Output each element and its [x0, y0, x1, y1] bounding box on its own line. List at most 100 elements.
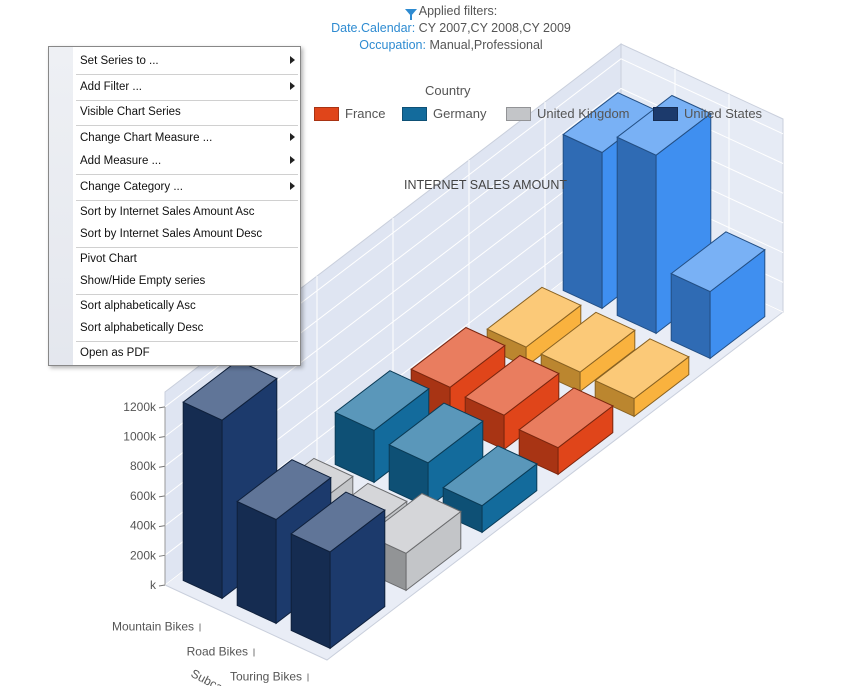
bar-face-top [486, 286, 582, 348]
menu-item-change-chart-measure[interactable]: Change Chart Measure ... [80, 128, 295, 148]
legend-swatch-france [314, 107, 339, 121]
menu-separator [76, 247, 298, 248]
legend-item-france[interactable]: France [314, 106, 385, 121]
menu-item-pivot-chart[interactable]: Pivot Chart [80, 249, 295, 269]
category-label: Mountain Bikes [112, 620, 194, 634]
filter-key-occupation[interactable]: Occupation: [359, 38, 426, 52]
legend-swatch-germany [402, 107, 427, 121]
legend-swatch-united-states [653, 107, 678, 121]
legend-label-united-kingdom: United Kingdom [537, 106, 630, 121]
menu-label: Sort by Internet Sales Amount Desc [80, 228, 263, 240]
menu-separator [76, 341, 298, 342]
bar[interactable] [388, 402, 484, 509]
chart-title: INTERNET SALES AMOUNT [404, 178, 567, 192]
bar-face-left [562, 133, 603, 310]
menu-separator [76, 174, 298, 175]
menu-label: Set Series to ... [80, 55, 159, 67]
legend-item-germany[interactable]: Germany [402, 106, 486, 121]
legend-title: Country [425, 83, 471, 98]
submenu-arrow-icon [290, 56, 295, 64]
filter-row-date: Date.Calendar: CY 2007,CY 2008,CY 2009 [0, 20, 862, 37]
menu-item-add-measure[interactable]: Add Measure ... [80, 151, 295, 171]
y-tick [158, 525, 166, 528]
bar-face-left [236, 500, 277, 625]
menu-item-open-as-pdf[interactable]: Open as PDF [80, 343, 295, 363]
menu-separator [76, 200, 298, 201]
category-label: Touring Bikes [230, 670, 302, 684]
bar[interactable] [290, 491, 386, 650]
menu-label: Change Chart Measure ... [80, 132, 213, 144]
submenu-arrow-icon [290, 82, 295, 90]
bar-face-top [182, 359, 278, 421]
y-tick [158, 495, 166, 498]
filter-icon [404, 9, 417, 20]
y-tick [158, 406, 166, 409]
submenu-arrow-icon [290, 133, 295, 141]
y-tick-label: 200k [130, 548, 157, 562]
y-tick [158, 554, 166, 557]
menu-item-visible-chart-series[interactable]: Visible Chart Series [80, 102, 295, 122]
category-label: Road Bikes [187, 645, 248, 659]
menu-item-set-series[interactable]: Set Series to ... [80, 51, 295, 71]
bar-face-left [290, 533, 331, 650]
legend-label-united-states: United States [684, 106, 763, 121]
y-tick [158, 584, 166, 587]
filter-value-date: CY 2007,CY 2008,CY 2009 [415, 21, 571, 35]
bar[interactable] [594, 338, 690, 418]
menu-label: Open as PDF [80, 347, 150, 359]
bar[interactable] [442, 445, 538, 534]
legend-label-germany: Germany [433, 106, 487, 121]
submenu-arrow-icon [290, 182, 295, 190]
bar-face-top [442, 445, 538, 507]
bar[interactable] [486, 286, 582, 368]
menu-item-change-category[interactable]: Change Category ... [80, 177, 295, 197]
menu-item-sort-amount-asc[interactable]: Sort by Internet Sales Amount Asc [80, 202, 295, 222]
y-tick-label: 1000k [123, 430, 157, 444]
menu-gutter [49, 47, 73, 365]
chart-bars [182, 92, 766, 650]
y-tick-label: 800k [130, 459, 157, 473]
menu-item-add-filter[interactable]: Add Filter ... [80, 77, 295, 97]
bar-face-left [616, 136, 657, 335]
menu-item-sort-alpha-asc[interactable]: Sort alphabetically Asc [80, 296, 295, 316]
bar-face-left [182, 401, 223, 600]
legend-item-united-states[interactable]: United States [653, 106, 762, 121]
bar-face-top [670, 231, 766, 293]
menu-separator [76, 74, 298, 75]
x-axis-label: Subca [189, 666, 226, 686]
filter-row-occupation: Occupation: Manual,Professional [0, 37, 862, 54]
context-menu: Set Series to ... Add Filter ... Visible… [48, 46, 301, 366]
bar-face-top [540, 311, 636, 373]
menu-separator [76, 125, 298, 126]
bar-face-top [334, 370, 430, 431]
filter-value-occupation: Manual,Professional [425, 38, 543, 52]
applied-filters: Applied filters: Date.Calendar: CY 2007,… [0, 3, 862, 54]
bar[interactable] [518, 387, 614, 476]
y-tick-label: 600k [130, 489, 157, 503]
menu-item-show-hide-empty-series[interactable]: Show/Hide Empty series [80, 271, 295, 291]
bar[interactable] [464, 354, 560, 451]
y-tick-label: 1200k [123, 400, 157, 414]
menu-separator [76, 294, 298, 295]
menu-label: Change Category ... [80, 181, 183, 193]
menu-item-sort-amount-desc[interactable]: Sort by Internet Sales Amount Desc [80, 224, 295, 244]
bar-face-top [290, 491, 386, 553]
y-tick [158, 465, 166, 468]
bar[interactable] [540, 311, 636, 393]
legend-item-united-kingdom[interactable]: United Kingdom [506, 106, 630, 121]
y-tick [158, 436, 166, 439]
legend-label-france: France [345, 106, 386, 121]
bar-face-top [410, 326, 506, 388]
bar-face-top [236, 459, 332, 521]
bar[interactable] [670, 231, 766, 360]
menu-label: Add Filter ... [80, 81, 142, 93]
filter-key-date[interactable]: Date.Calendar: [331, 21, 416, 35]
submenu-arrow-icon [290, 156, 295, 164]
menu-label: Pivot Chart [80, 253, 137, 265]
bar-face-top [594, 338, 690, 400]
menu-label: Show/Hide Empty series [80, 275, 206, 287]
menu-separator [76, 100, 298, 101]
bar-face-top [388, 402, 484, 464]
menu-label: Add Measure ... [80, 155, 162, 167]
menu-item-sort-alpha-desc[interactable]: Sort alphabetically Desc [80, 318, 295, 338]
